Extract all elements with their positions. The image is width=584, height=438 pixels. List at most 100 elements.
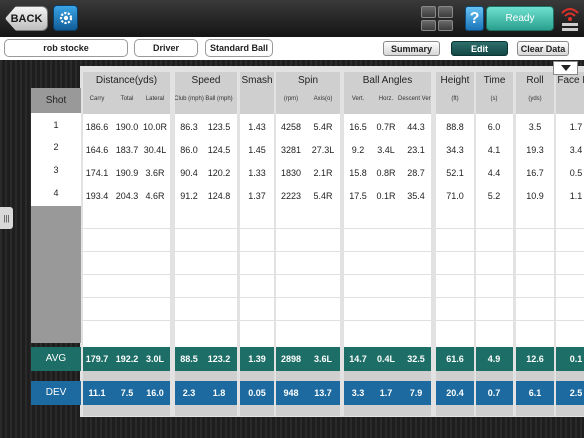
grid-view-button[interactable] [421, 6, 453, 31]
avg-value: 123.2 [207, 354, 231, 364]
table-cell: 17.5 [349, 191, 367, 201]
shot-number: 1 [53, 120, 59, 130]
table-cell: 90.4 [180, 168, 198, 178]
shot-number: 2 [53, 142, 59, 152]
metric-subheader: Ball (mph) [205, 96, 233, 102]
table-cell: 186.6 [85, 122, 109, 132]
metric-subheader: Total [120, 96, 134, 102]
table-cell: 35.4 [407, 191, 425, 201]
table-cell: 2.1R [313, 168, 333, 178]
avg-row: 2898 3.6L [276, 347, 340, 371]
dev-value: 0.7 [487, 388, 501, 398]
dev-row: 2.5 [556, 381, 584, 405]
metric-group-title: Speed [191, 75, 221, 86]
metric-group-column: Smash 1.43 1.45 1.33 1.37 1.39 0.05 [240, 72, 274, 416]
shot-number: 4 [53, 188, 59, 198]
edit-button[interactable]: Edit [451, 41, 508, 56]
wifi-icon [561, 8, 579, 31]
metric-subheader: Descent Vert. [397, 96, 431, 102]
dev-value: 2.3 [182, 388, 196, 398]
table-cell: 16.5 [349, 122, 367, 132]
metric-subheader: Horz. [378, 96, 394, 102]
back-button[interactable]: BACK [5, 6, 48, 31]
ready-status-button[interactable]: Ready [486, 6, 554, 31]
avg-row: 88.5 123.2 [175, 347, 237, 371]
table-cell: 4258 [280, 122, 302, 132]
table-cell: 124.5 [207, 145, 231, 155]
metric-group-title: Face Pa [557, 75, 584, 86]
chevron-down-icon [560, 65, 571, 71]
selection-bar: rob stocke Driver Standard Ball Summary … [0, 37, 584, 60]
metric-subheader: Carry [89, 96, 105, 102]
ball-selector[interactable]: Standard Ball [205, 39, 273, 57]
player-selector[interactable]: rob stocke [4, 39, 128, 57]
table-cell: 1.33 [248, 168, 266, 178]
table-cell: 5.4R [313, 122, 333, 132]
avg-row: 4.9 [476, 347, 513, 371]
table-cell: 10.0R [142, 122, 168, 132]
table-cell: 204.3 [115, 191, 139, 201]
settings-button[interactable] [53, 5, 78, 31]
avg-value: 2898 [280, 354, 302, 364]
metric-group-column: Face Pa 1.7 3.4 0.5 1.1 0.1 2.5 [556, 72, 584, 416]
summary-button[interactable]: Summary [383, 41, 440, 56]
avg-value: 192.2 [115, 354, 139, 364]
dev-row: 11.1 7.5 16.0 [83, 381, 170, 405]
table-cell: 28.7 [407, 168, 425, 178]
metric-subheader: Vert. [351, 96, 365, 102]
table-cell: 3.5 [528, 122, 542, 132]
table-cell: 52.1 [446, 168, 464, 178]
avg-row: 0.1 [556, 347, 584, 371]
avg-value: 4.9 [487, 354, 501, 364]
table-cell: 123.5 [207, 122, 231, 132]
metric-group-header: Ball Angles Vert. Horz. Descent Vert. [344, 72, 431, 114]
grid-view-icon [421, 6, 436, 18]
table-cell: 88.8 [446, 122, 464, 132]
dev-value: 6.1 [528, 388, 542, 398]
metric-group-title: Smash [241, 75, 273, 86]
dev-value: 1.8 [212, 388, 226, 398]
table-cell: 27.3L [311, 145, 335, 155]
metric-group-column: Distance(yds) Carry Total Lateral 186.6 190.0… [83, 72, 170, 416]
help-button[interactable]: ? [465, 6, 484, 31]
table-cell: 2223 [280, 191, 302, 201]
table-cell: 71.0 [446, 191, 464, 201]
dev-value: 3.3 [351, 388, 365, 398]
dev-value: 16.0 [146, 388, 164, 398]
shot-column-header: Shot [45, 95, 67, 106]
table-cell: 1.37 [248, 191, 266, 201]
dev-value: 7.9 [409, 388, 423, 398]
metric-group-title: Distance(yds) [95, 75, 158, 86]
side-drawer-handle-icon[interactable]: ||| [0, 207, 13, 229]
metric-group-header: Distance(yds) Carry Total Lateral [83, 72, 170, 114]
dev-value: 948 [283, 388, 299, 398]
metric-subheader: (ft) [451, 96, 459, 102]
metric-group-title: Height [440, 75, 470, 86]
clear-data-button[interactable]: Clear Data [517, 41, 569, 56]
table-cell: 4.6R [145, 191, 165, 201]
table-cell: 5.2 [487, 191, 501, 201]
metric-group-header: Speed Club (mph) Ball (mph) [175, 72, 237, 114]
gear-icon [59, 11, 72, 25]
table-cell: 9.2 [351, 145, 365, 155]
table-cell: 86.3 [180, 122, 198, 132]
table-cell: 34.3 [446, 145, 464, 155]
table-cell: 190.9 [115, 168, 139, 178]
table-cell: 1.45 [248, 145, 266, 155]
table-cell: 10.9 [526, 191, 544, 201]
dev-row: 0.05 [240, 381, 274, 405]
avg-value: 32.5 [407, 354, 425, 364]
metric-group-column: Ball Angles Vert. Horz. Descent Vert. 16.5 0.… [344, 72, 431, 416]
table-cell: 124.8 [207, 191, 231, 201]
dev-value: 1.7 [379, 388, 393, 398]
metric-group-column: Speed Club (mph) Ball (mph) 86.3 123.5 86.0 12… [175, 72, 237, 416]
table-cell: 86.0 [180, 145, 198, 155]
metric-group-title: Time [483, 75, 506, 86]
avg-value: 1.39 [248, 354, 266, 364]
club-selector[interactable]: Driver [134, 39, 198, 57]
avg-row-label: AVG [45, 353, 67, 364]
table-cell: 44.3 [407, 122, 425, 132]
scroll-down-button[interactable] [553, 61, 578, 75]
table-cell: 91.2 [180, 191, 198, 201]
